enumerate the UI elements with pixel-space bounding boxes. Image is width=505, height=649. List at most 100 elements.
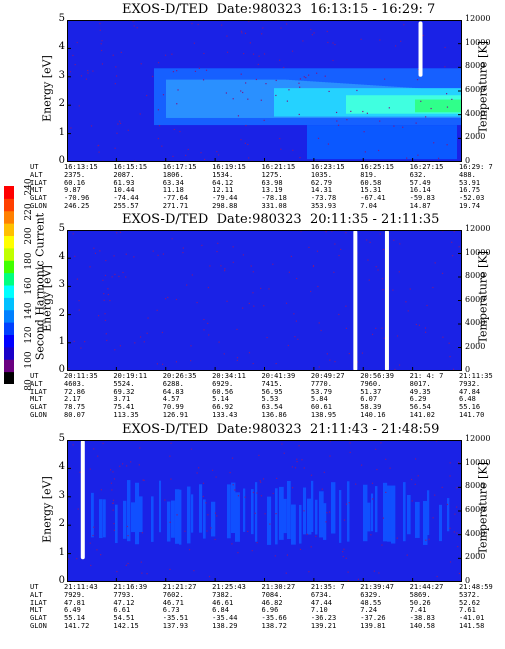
current-striation [227, 484, 231, 539]
orbit-value: 4603. [64, 379, 86, 388]
noise-dot [234, 489, 236, 491]
noise-dot [275, 513, 277, 515]
orbit-value: 58.39 [360, 403, 382, 412]
current-band [307, 125, 310, 160]
orbit-value: -35.44 [212, 614, 238, 623]
orbit-row-label: GLON [30, 411, 47, 419]
noise-dot [433, 142, 435, 144]
y-tick-label: 4 [58, 461, 65, 473]
noise-dot [80, 75, 83, 77]
noise-dot [104, 274, 107, 277]
noise-dot [407, 310, 409, 312]
noise-dot [211, 469, 214, 471]
noise-dot [236, 328, 238, 331]
noise-dot [245, 124, 247, 127]
noise-dot [325, 231, 327, 233]
orbit-value: 56.95 [261, 387, 283, 396]
noise-dot [458, 246, 460, 248]
orbit-value: 10.44 [113, 186, 135, 195]
orbit-value: 2375. [64, 170, 86, 179]
noise-dot [206, 530, 208, 532]
noise-dot [324, 75, 326, 77]
noise-dot [171, 238, 173, 240]
orbit-value: 20:56:39 [360, 372, 394, 380]
colorbar-swatch [4, 247, 14, 261]
current-band [352, 125, 355, 160]
noise-dot [286, 23, 288, 25]
noise-dot [251, 550, 253, 552]
noise-dot [207, 286, 210, 289]
noise-dot [190, 345, 192, 347]
current-band [163, 68, 166, 126]
orbit-value: 9.87 [64, 186, 81, 195]
current-striation [139, 496, 143, 533]
current-striation [175, 489, 180, 544]
y-tick-label: 4 [58, 251, 65, 263]
noise-dot [296, 458, 298, 460]
colorbar-swatch [4, 297, 14, 311]
current-band [367, 125, 370, 160]
noise-dot [161, 145, 163, 147]
noise-dot [146, 573, 148, 575]
noise-dot [100, 554, 102, 556]
orbit-value: 16.14 [409, 186, 431, 195]
noise-dot [185, 154, 187, 156]
noise-dot [335, 111, 338, 114]
noise-dot [398, 364, 401, 366]
noise-dot [456, 532, 458, 534]
current-band [262, 79, 265, 118]
noise-dot [384, 78, 386, 80]
noise-dot [247, 98, 249, 100]
noise-dot [449, 475, 451, 477]
noise-dot [94, 252, 97, 254]
current-band [187, 79, 190, 118]
current-striation [167, 501, 171, 542]
noise-dot [122, 463, 124, 465]
orbit-value: 6.49 [64, 606, 81, 615]
noise-dot [346, 119, 348, 121]
noise-dot [157, 109, 160, 111]
noise-dot [237, 495, 240, 497]
current-band [268, 79, 271, 118]
noise-dot [343, 519, 346, 521]
orbit-value: 7382. [212, 590, 234, 599]
orbit-value: 246.25 [64, 202, 90, 210]
noise-dot [415, 122, 417, 124]
current-band [388, 95, 391, 114]
noise-dot [101, 40, 103, 42]
orbit-value: -73.78 [310, 194, 337, 203]
orbit-value: 63.98 [261, 178, 283, 187]
noise-dot [176, 514, 178, 516]
noise-dot [449, 561, 452, 563]
orbit-value: 60.16 [64, 178, 86, 187]
noise-dot [385, 458, 387, 460]
noise-dot [157, 62, 160, 64]
current-band [382, 125, 385, 160]
noise-dot [296, 277, 298, 280]
y-tick-label: 0 [58, 155, 65, 166]
orbit-value: 21:25:43 [212, 583, 246, 591]
noise-dot [113, 255, 115, 257]
current-band [388, 125, 391, 160]
noise-dot [105, 333, 107, 335]
noise-dot [415, 323, 417, 326]
orbit-value: 53.79 [310, 387, 332, 396]
noise-dot [410, 478, 413, 481]
noise-dot [385, 491, 387, 493]
orbit-row-label: UT [30, 163, 39, 171]
noise-dot [115, 75, 118, 77]
current-striation [243, 488, 246, 532]
noise-dot [133, 256, 135, 258]
current-band [217, 79, 220, 118]
noise-dot [244, 496, 246, 498]
noise-dot [444, 66, 446, 68]
noise-dot [112, 471, 114, 473]
noise-dot [196, 301, 198, 304]
current-band [364, 125, 367, 160]
noise-dot [372, 498, 374, 500]
current-band [313, 88, 316, 117]
y2-tick-label: 10000 [465, 37, 491, 47]
noise-dot [216, 250, 218, 253]
orbit-value: 6.84 [212, 606, 229, 615]
orbit-value: 62.79 [310, 178, 332, 187]
